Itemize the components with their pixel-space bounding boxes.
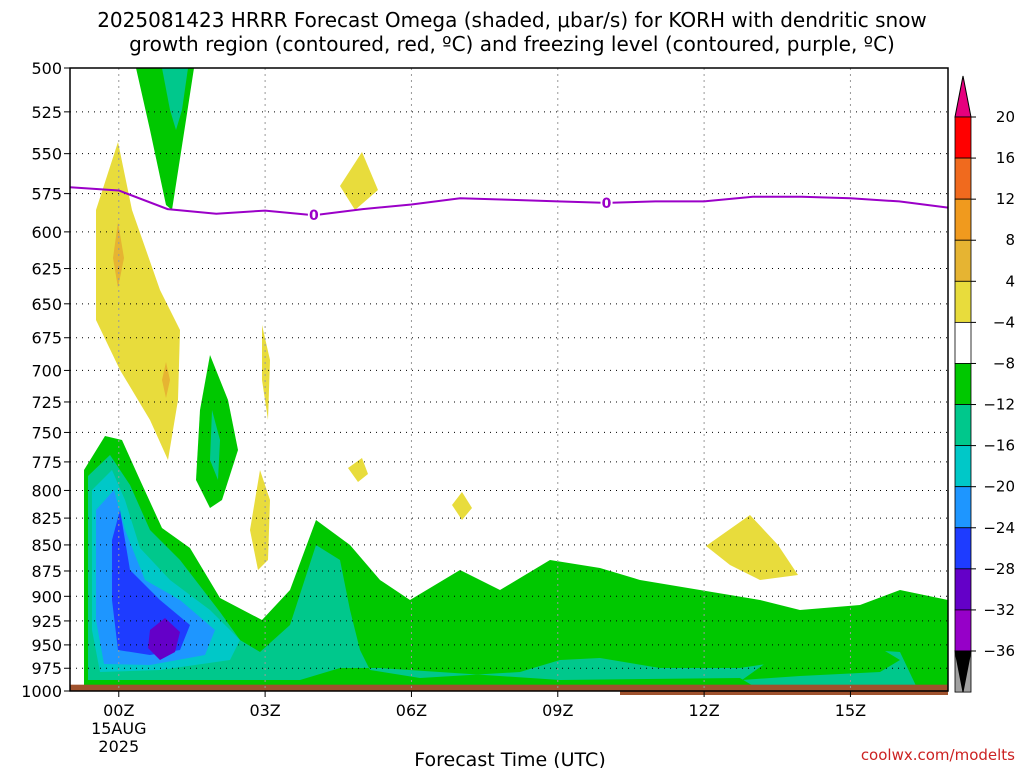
omega-region-green-inner — [360, 590, 740, 665]
freezing-level-contour: 00 — [69, 186, 949, 225]
freezing-level-label: 0 — [602, 196, 612, 212]
y-tick-label: 850 — [31, 536, 62, 555]
chart-title-line2: growth region (contoured, red, ºC) and f… — [129, 32, 895, 56]
colorbar-label: −8 — [993, 354, 1015, 372]
x-tick-label: 00Z — [103, 701, 134, 720]
freezing-level-label-bg — [600, 193, 613, 212]
freezing-level-label: 0 — [309, 208, 319, 224]
colorbar-segment — [954, 486, 972, 529]
y-tick-label: 725 — [31, 393, 62, 412]
x-axis-label: Forecast Time (UTC) — [414, 749, 605, 768]
colorbar-label: 20 — [996, 108, 1015, 126]
omega-region-orange-left-2 — [162, 362, 170, 398]
ground-surface — [70, 684, 948, 691]
colorbar-label: −24 — [983, 519, 1015, 537]
y-tick-label: 600 — [31, 223, 62, 242]
colorbar-segment — [954, 198, 972, 241]
y-axis-ticks: 500 525 550 575 600 625 650 675 700 725 750 775 800 8… — [21, 59, 70, 701]
colorbar-label: −20 — [983, 478, 1015, 496]
y-tick-label: 675 — [31, 329, 62, 348]
x-tick-label: 03Z — [249, 701, 280, 720]
colorbar-label: −32 — [983, 601, 1015, 619]
omega-region-green-upper — [136, 68, 194, 210]
colorbar-segment — [954, 445, 972, 488]
omega-region-yellow-blob-3 — [348, 458, 368, 482]
omega-region-yellow-blob-5 — [250, 470, 270, 570]
freezing-level-label-bg — [307, 206, 320, 225]
colorbar-segment — [954, 157, 972, 200]
colorbar-label: −28 — [983, 560, 1015, 578]
colorbar-segment — [954, 609, 972, 652]
omega-region-purple — [148, 618, 180, 660]
x-tick-year: 2025 — [98, 737, 139, 756]
colorbar-label: −36 — [983, 642, 1015, 660]
omega-region-teal-mid — [210, 410, 220, 480]
y-tick-label: 775 — [31, 453, 62, 472]
y-tick-label: 925 — [31, 612, 62, 631]
omega-region-blue — [112, 510, 190, 655]
y-tick-label: 500 — [31, 59, 62, 78]
omega-region-yellow-blob-1 — [340, 152, 378, 210]
plot-frame — [69, 67, 949, 692]
omega-region-yellow-blob-6 — [706, 515, 798, 580]
omega-region-green-inner-2 — [742, 648, 900, 680]
omega-region-yellow-blob-4 — [452, 492, 472, 520]
y-tick-label: 950 — [31, 636, 62, 655]
colorbar-segment — [954, 527, 972, 570]
colorbar-segment — [954, 116, 972, 159]
y-tick-label: 525 — [31, 103, 62, 122]
omega-region-yellow-blob-2 — [262, 325, 270, 420]
plot-area: 00 — [69, 67, 949, 695]
omega-region-yellow-left — [96, 142, 180, 460]
colorbar-top-arrow — [954, 75, 972, 118]
colorbar-segment — [954, 280, 972, 323]
colorbar-label: 4 — [1005, 272, 1015, 290]
y-tick-label: 800 — [31, 481, 62, 500]
x-tick-date: 15AUG — [91, 719, 146, 738]
y-tick-label: 650 — [31, 295, 62, 314]
colorbar-segment — [954, 321, 972, 364]
chart-title-line1: 2025081423 HRRR Forecast Omega (shaded, … — [97, 8, 927, 32]
grid-lines — [70, 68, 948, 691]
colorbar-segment — [954, 363, 972, 405]
x-tick-label: 09Z — [542, 701, 573, 720]
x-tick-label: 15Z — [835, 701, 866, 720]
y-tick-label: 550 — [31, 145, 62, 164]
colorbar-segment — [954, 239, 972, 282]
freezing-level-line — [69, 186, 949, 217]
y-tick-label: 750 — [31, 423, 62, 442]
x-tick-label: 12Z — [688, 701, 719, 720]
colorbar-label: 12 — [996, 190, 1015, 208]
y-tick-label: 975 — [31, 659, 62, 678]
y-tick-label: 575 — [31, 185, 62, 204]
y-tick-label: 700 — [31, 361, 62, 380]
colorbar-segment — [954, 404, 972, 447]
omega-shading — [70, 68, 948, 695]
colorbar-label: 8 — [1005, 231, 1015, 249]
credit-text: coolwx.com/modelts — [861, 746, 1015, 764]
colorbar-segment — [954, 568, 972, 611]
colorbar-label: −12 — [983, 396, 1015, 414]
y-tick-label: 825 — [31, 509, 62, 528]
y-tick-label: 875 — [31, 562, 62, 581]
colorbar-label: −16 — [983, 437, 1015, 455]
y-tick-label: 1000 — [21, 682, 62, 701]
y-tick-label: 625 — [31, 260, 62, 279]
colorbar-label: −4 — [993, 313, 1015, 331]
omega-region-teal-upper — [162, 68, 188, 130]
colorbar-label: 16 — [996, 149, 1015, 167]
y-tick-label: 900 — [31, 587, 62, 606]
x-tick-label: 06Z — [396, 701, 427, 720]
colorbar: 20 16 12 8 4 −4 −8 −12 −16 −20 −24 −28 −32 −36 — [954, 75, 1015, 693]
colorbar-bottom-arrow — [954, 650, 972, 693]
omega-region-teal-lower — [88, 455, 918, 690]
